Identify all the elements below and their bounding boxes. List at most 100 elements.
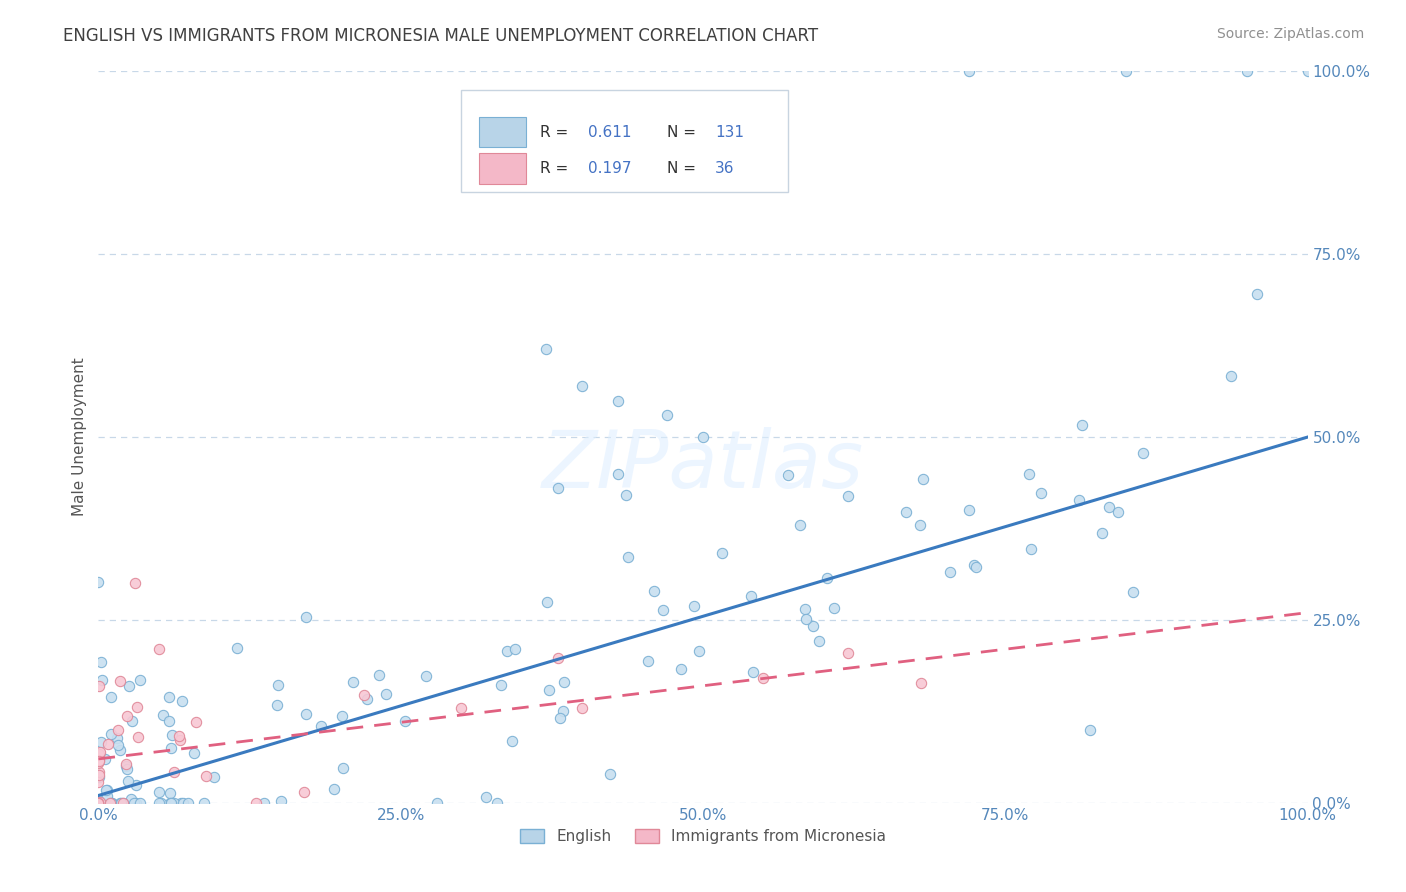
Point: [688, 644, 710, 658]
Point: [571, 379, 593, 393]
Point: [90, 655, 112, 669]
Point: [538, 683, 561, 698]
Point: [669, 662, 692, 676]
Point: [169, 796, 191, 810]
Point: [957, 64, 980, 78]
Point: [125, 778, 148, 792]
FancyBboxPatch shape: [479, 153, 526, 184]
Point: [368, 668, 391, 682]
Point: [652, 603, 675, 617]
Text: R =: R =: [540, 125, 572, 139]
Point: [87, 796, 110, 810]
Point: [550, 711, 572, 725]
Point: [655, 408, 678, 422]
Point: [1067, 492, 1090, 507]
Point: [87, 796, 110, 810]
Point: [90, 735, 112, 749]
Text: 36: 36: [716, 161, 734, 176]
Point: [1098, 500, 1121, 514]
Point: [815, 571, 838, 585]
Point: [148, 784, 170, 798]
Point: [117, 774, 139, 789]
Point: [127, 730, 149, 744]
Point: [125, 796, 148, 810]
Point: [98, 796, 121, 810]
Point: [90, 796, 112, 810]
Point: [152, 708, 174, 723]
Point: [89, 754, 111, 768]
Point: [551, 704, 574, 718]
Point: [170, 694, 193, 708]
Point: [1296, 64, 1319, 78]
Point: [1107, 505, 1129, 519]
Point: [177, 796, 200, 810]
Point: [90, 673, 112, 688]
Point: [295, 609, 318, 624]
Point: [226, 641, 249, 656]
Legend: English, Immigrants from Micronesia: English, Immigrants from Micronesia: [513, 822, 893, 850]
Point: [957, 503, 980, 517]
Point: [87, 755, 110, 769]
Point: [87, 679, 110, 693]
Text: 131: 131: [716, 125, 744, 139]
Point: [1115, 64, 1137, 78]
Point: [148, 796, 170, 810]
Point: [87, 796, 110, 810]
Point: [89, 796, 111, 810]
Point: [89, 745, 111, 759]
Point: [1019, 542, 1042, 557]
Point: [87, 748, 110, 763]
Point: [908, 517, 931, 532]
Text: N =: N =: [666, 161, 700, 176]
Point: [1236, 64, 1258, 78]
Point: [115, 758, 138, 772]
Point: [89, 796, 111, 810]
Point: [157, 714, 180, 728]
Point: [617, 550, 640, 565]
Point: [149, 796, 172, 810]
Point: [159, 796, 181, 810]
Point: [295, 706, 318, 721]
Point: [547, 481, 569, 495]
Point: [253, 796, 276, 810]
Point: [87, 796, 110, 810]
Point: [323, 781, 346, 796]
Point: [87, 775, 110, 789]
Text: 0.197: 0.197: [588, 161, 631, 176]
Point: [607, 393, 630, 408]
Point: [1029, 485, 1052, 500]
Point: [124, 576, 146, 591]
Point: [117, 762, 139, 776]
Point: [120, 792, 142, 806]
Point: [375, 687, 398, 701]
Point: [353, 688, 375, 702]
Point: [496, 644, 519, 658]
Point: [89, 796, 111, 810]
Point: [105, 731, 128, 745]
Point: [837, 489, 859, 503]
Point: [90, 796, 112, 810]
Point: [1220, 369, 1243, 384]
Point: [87, 756, 110, 770]
Point: [87, 574, 110, 589]
Text: ZIPatlas: ZIPatlas: [541, 427, 865, 506]
Point: [553, 674, 575, 689]
Point: [607, 467, 630, 481]
Point: [1091, 526, 1114, 541]
Point: [536, 595, 558, 609]
Point: [87, 796, 110, 810]
Point: [963, 558, 986, 573]
Text: ENGLISH VS IMMIGRANTS FROM MICRONESIA MALE UNEMPLOYMENT CORRELATION CHART: ENGLISH VS IMMIGRANTS FROM MICRONESIA MA…: [63, 27, 818, 45]
Point: [87, 767, 110, 781]
Point: [115, 756, 138, 771]
Point: [710, 546, 733, 560]
Point: [94, 751, 117, 765]
Point: [129, 796, 152, 810]
Point: [682, 599, 704, 614]
Point: [101, 796, 124, 810]
Point: [270, 794, 292, 808]
Point: [87, 796, 110, 810]
Point: [172, 796, 194, 810]
Point: [394, 714, 416, 729]
Point: [637, 654, 659, 668]
